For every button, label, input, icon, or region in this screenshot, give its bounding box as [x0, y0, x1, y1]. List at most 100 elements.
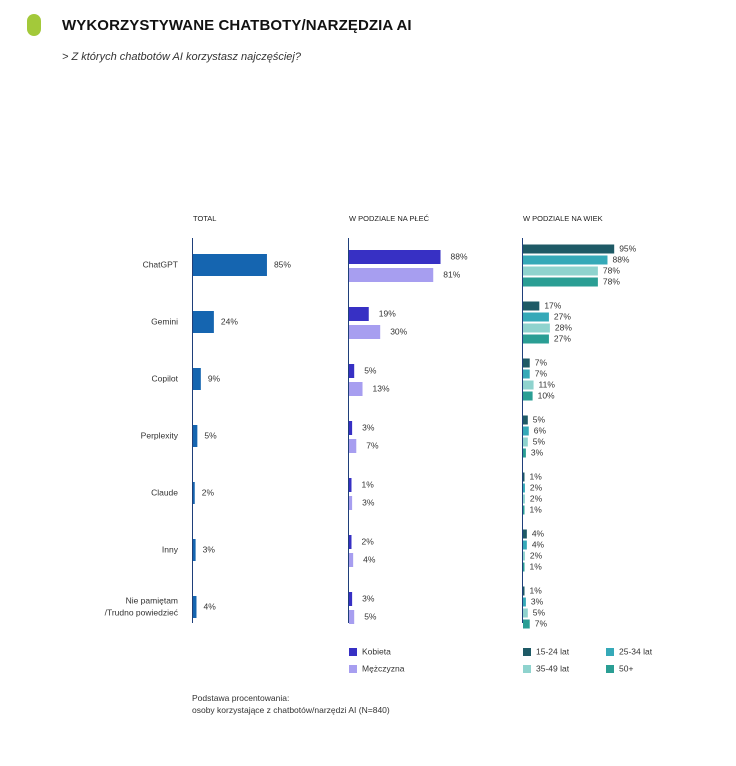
age-bar-3-6 [523, 619, 530, 629]
age-bar-2-2 [523, 380, 534, 390]
base-footnote: Podstawa procentowania: osoby korzystają… [192, 692, 390, 716]
gender-value-label-0-6: 3% [362, 593, 375, 603]
age-value-label-3-0: 78% [603, 276, 620, 286]
category-label-5-0: Inny [162, 544, 179, 554]
gender-legend-swatch-0 [349, 648, 357, 656]
age-bar-0-4 [523, 472, 525, 482]
age-bar-3-0 [523, 277, 598, 287]
age-value-label-2-4: 2% [530, 493, 543, 503]
age-bar-0-1 [523, 301, 540, 311]
age-bar-2-4 [523, 494, 525, 504]
age-bar-1-4 [523, 483, 525, 493]
total-value-label-4: 2% [202, 487, 215, 497]
gender-bar-1-2 [349, 382, 363, 396]
category-label-4-0: Claude [151, 487, 178, 497]
title-accent-pill [27, 14, 41, 36]
gender-legend-label-0: Kobieta [362, 646, 391, 656]
age-bar-2-1 [523, 323, 550, 333]
category-label-6-1: /Trudno powiedzieć [105, 607, 179, 617]
total-value-label-1: 24% [221, 316, 238, 326]
gender-bar-1-4 [349, 496, 353, 510]
age-value-label-1-3: 6% [534, 425, 547, 435]
age-value-label-1-5: 4% [532, 539, 545, 549]
age-value-label-3-1: 27% [554, 333, 571, 343]
gender-value-label-1-3: 7% [366, 440, 379, 450]
age-value-label-3-3: 3% [531, 447, 544, 457]
age-bar-3-1 [523, 334, 549, 344]
age-bar-2-6 [523, 608, 528, 618]
total-bar-2 [193, 368, 201, 390]
age-bar-1-5 [523, 540, 527, 550]
age-value-label-1-0: 88% [612, 254, 629, 264]
total-column-title: TOTAL [193, 214, 216, 223]
gender-bar-1-5 [349, 553, 354, 567]
total-value-label-6: 4% [203, 601, 216, 611]
gender-value-label-0-4: 1% [362, 479, 375, 489]
age-bar-1-3 [523, 426, 529, 436]
total-bar-4 [193, 482, 195, 504]
age-legend-label-0: 15-24 lat [536, 646, 570, 656]
total-value-label-2: 9% [208, 373, 221, 383]
gender-bar-0-4 [349, 478, 352, 492]
age-value-label-1-1: 27% [554, 311, 571, 321]
age-bar-0-2 [523, 358, 530, 368]
gender-value-label-0-1: 19% [379, 308, 396, 318]
gender-value-label-0-2: 5% [364, 365, 377, 375]
gender-value-label-0-0: 88% [451, 251, 468, 261]
total-bar-6 [193, 596, 197, 618]
age-value-label-2-1: 28% [555, 322, 572, 332]
gender-legend-label-1: Mężczyzna [362, 663, 405, 673]
age-bar-1-6 [523, 597, 526, 607]
category-label-3-0: Perplexity [141, 430, 179, 440]
age-value-label-2-3: 5% [533, 436, 546, 446]
age-value-label-3-6: 7% [535, 618, 548, 628]
age-value-label-2-6: 5% [533, 607, 546, 617]
age-legend-swatch-3 [606, 665, 614, 673]
total-value-label-5: 3% [203, 544, 216, 554]
age-legend-swatch-0 [523, 648, 531, 656]
age-bar-0-5 [523, 529, 527, 539]
chart-question: > Z których chatbotów AI korzystasz najc… [62, 51, 301, 63]
footnote-line-2: osoby korzystające z chatbotów/narzędzi … [192, 705, 390, 715]
gender-value-label-1-5: 4% [363, 554, 376, 564]
age-legend-label-3: 50+ [619, 663, 633, 673]
age-bar-3-5 [523, 562, 525, 572]
gender-bar-0-0 [349, 250, 441, 264]
gender-value-label-0-5: 2% [362, 536, 375, 546]
age-value-label-2-2: 11% [539, 379, 556, 389]
age-value-label-3-5: 1% [530, 561, 543, 571]
age-legend-label-1: 25-34 lat [619, 646, 653, 656]
age-value-label-1-2: 7% [535, 368, 548, 378]
age-bar-0-0 [523, 244, 615, 254]
age-value-label-3-4: 1% [530, 504, 543, 514]
age-column-title: W PODZIALE NA WIEK [523, 214, 603, 223]
total-bar-5 [193, 539, 196, 561]
total-value-label-0: 85% [274, 259, 291, 269]
gender-value-label-1-6: 5% [364, 611, 377, 621]
age-value-label-1-6: 3% [531, 596, 544, 606]
category-label-2-0: Copilot [152, 373, 179, 383]
age-bar-2-3 [523, 437, 528, 447]
age-legend-swatch-1 [606, 648, 614, 656]
age-legend-swatch-2 [523, 665, 531, 673]
gender-bar-0-2 [349, 364, 355, 378]
gender-bar-0-3 [349, 421, 353, 435]
age-value-label-1-4: 2% [530, 482, 543, 492]
age-value-label-0-3: 5% [533, 414, 546, 424]
category-label-0-0: ChatGPT [143, 259, 178, 269]
gender-bar-0-5 [349, 535, 352, 549]
category-label-1-0: Gemini [151, 316, 178, 326]
gender-column-title: W PODZIALE NA PŁEĆ [349, 214, 430, 223]
age-legend-label-2: 35-49 lat [536, 663, 570, 673]
age-value-label-0-6: 1% [530, 585, 543, 595]
gender-value-label-0-3: 3% [362, 422, 375, 432]
age-value-label-0-5: 4% [532, 528, 545, 538]
gender-bar-0-6 [349, 592, 353, 606]
age-bar-3-2 [523, 391, 533, 401]
total-bar-1 [193, 311, 214, 333]
footnote-line-1: Podstawa procentowania: [192, 693, 290, 703]
category-label-6-0: Nie pamiętam [126, 595, 178, 605]
gender-value-label-1-0: 81% [443, 269, 460, 279]
gender-bar-1-0 [349, 268, 434, 282]
